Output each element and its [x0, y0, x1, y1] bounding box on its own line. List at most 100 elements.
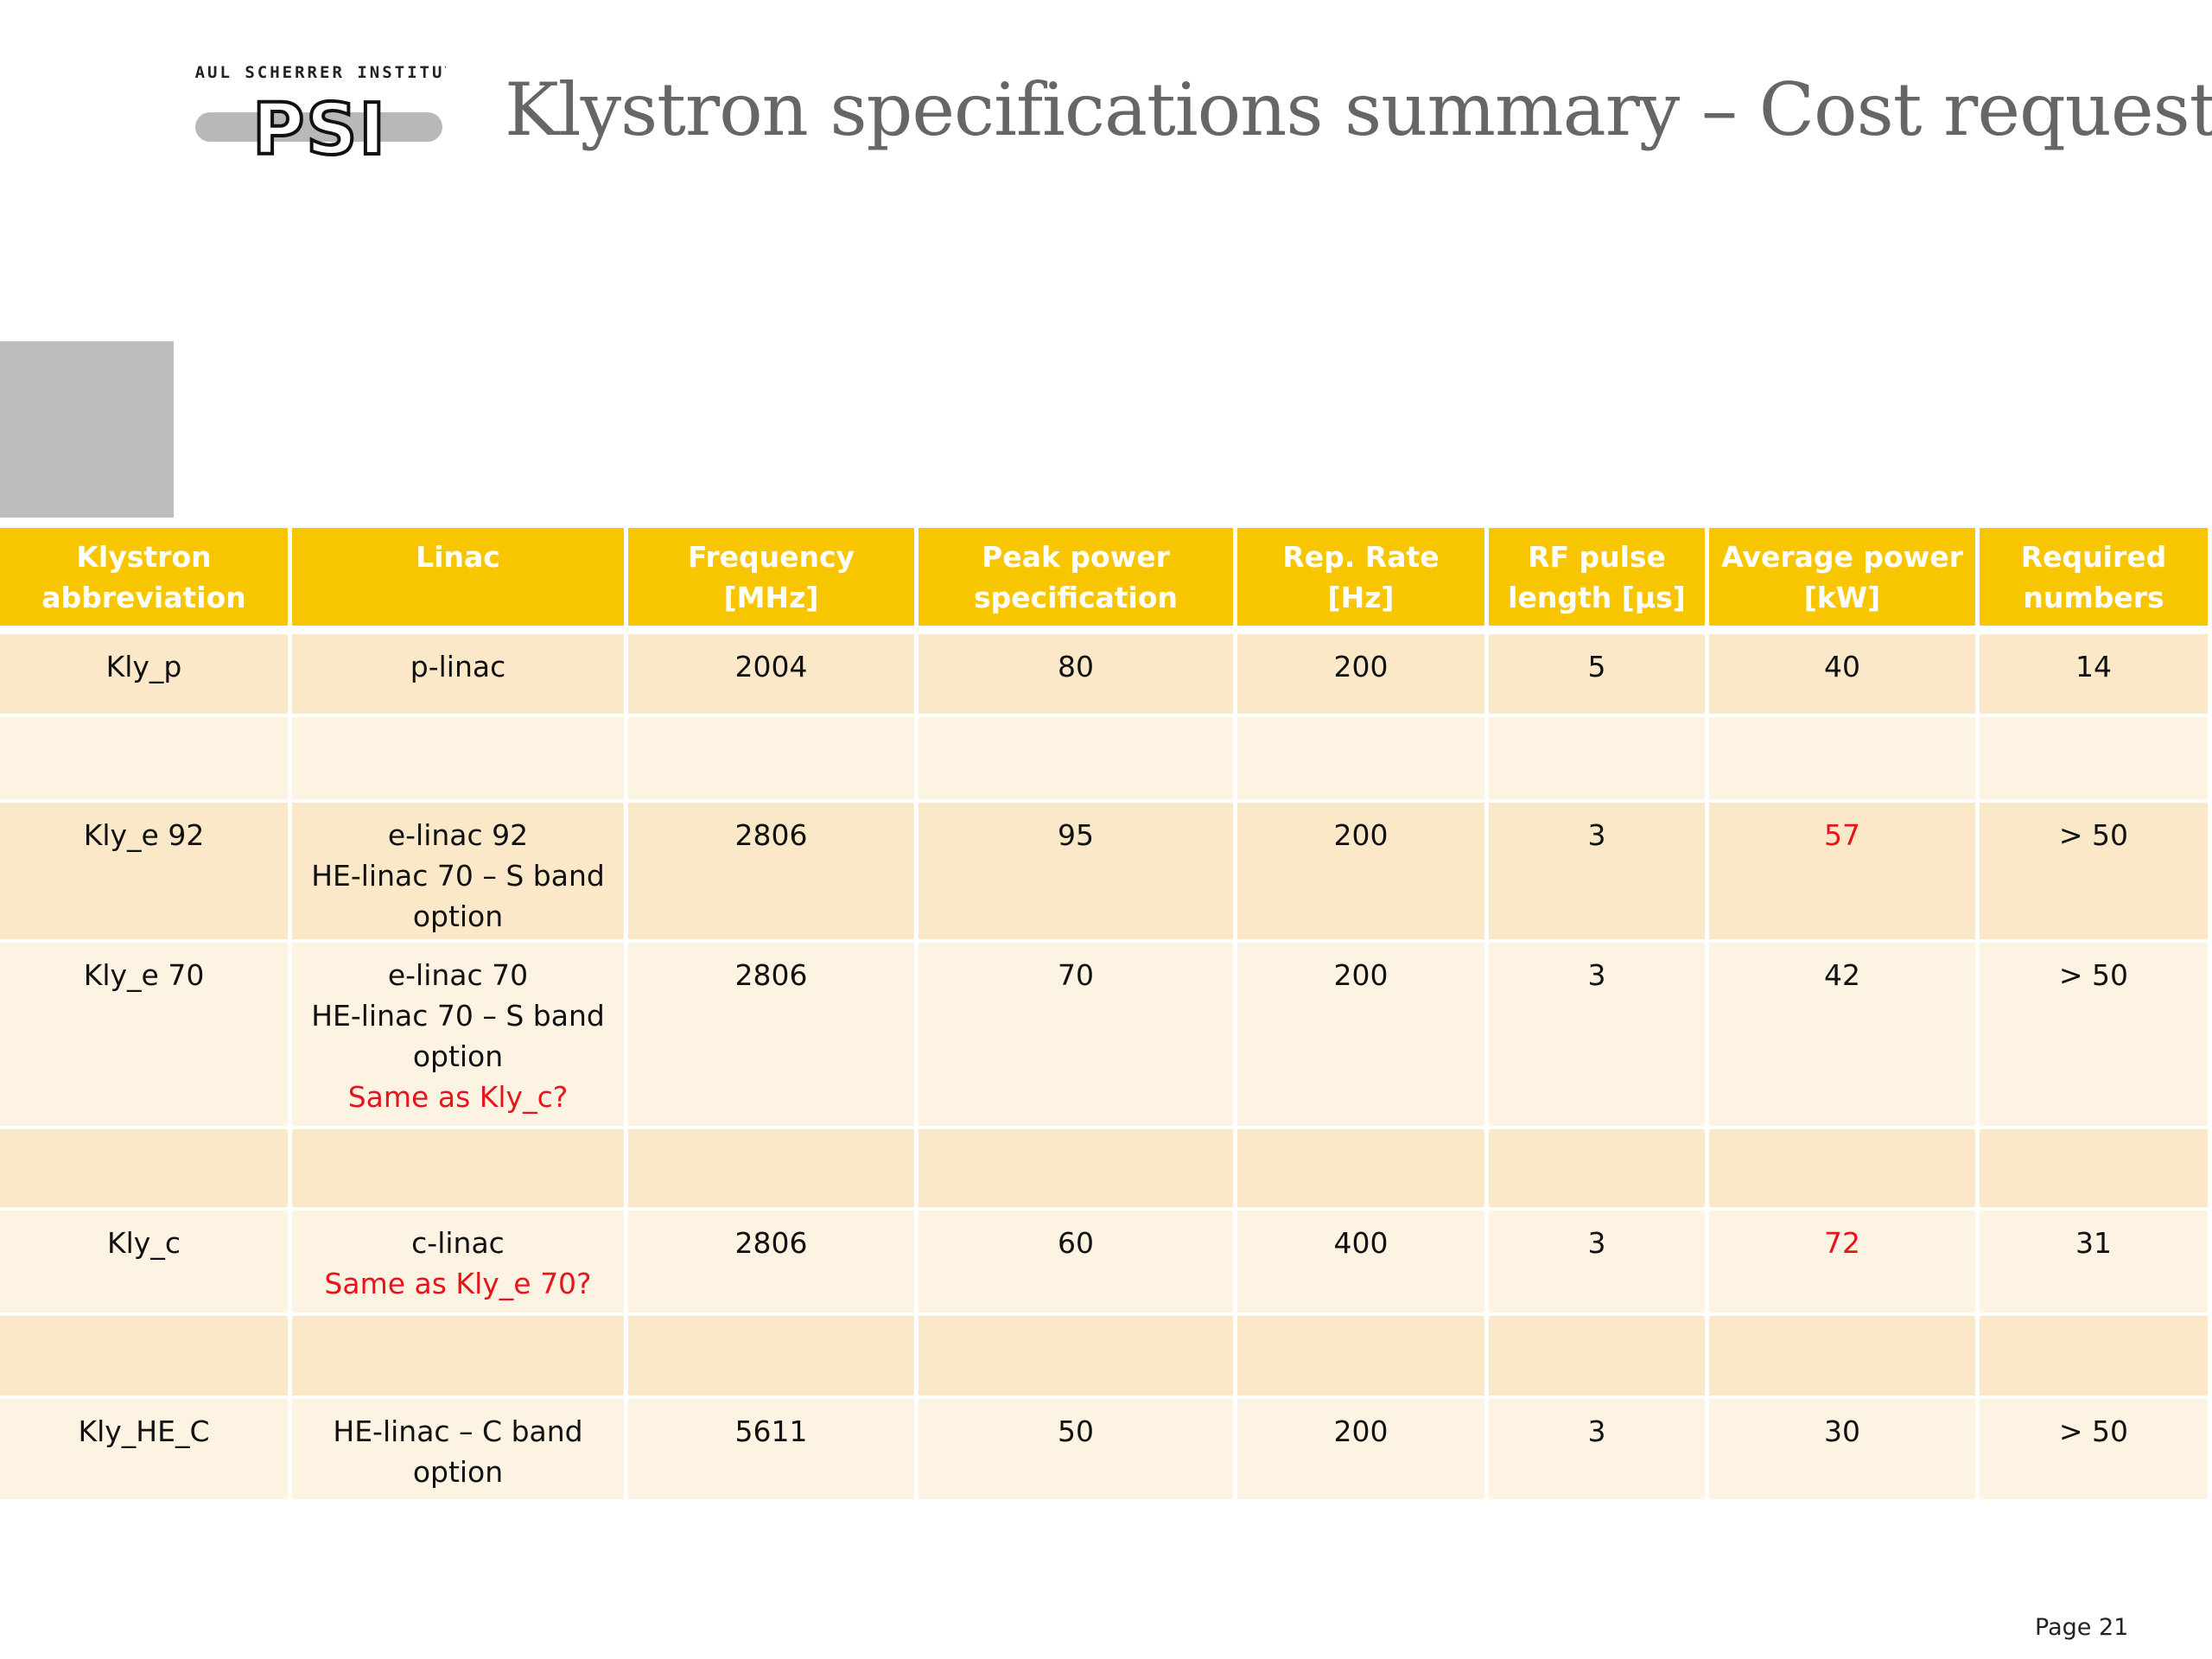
blank-cell: [628, 1316, 914, 1395]
blank-cell: [1980, 717, 2208, 799]
blank-cell: [1237, 717, 1484, 799]
cell-text: HE-linac 70 – S band option: [311, 859, 605, 933]
table-cell: 50: [918, 1399, 1233, 1499]
cell-text: 40: [1824, 650, 1860, 683]
cell-text: 60: [1058, 1226, 1094, 1260]
table-cell: > 50: [1980, 943, 2208, 1126]
blank-cell: [1980, 1316, 2208, 1395]
table-cell: Kly_e 92: [0, 803, 288, 939]
table-cell: 2806: [628, 1211, 914, 1313]
cell-text: Kly_p: [105, 650, 182, 683]
table-cell: > 50: [1980, 803, 2208, 939]
table-cell: e-linac 70 HE-linac 70 – S band option Sam…: [292, 943, 624, 1126]
cell-text: 42: [1824, 958, 1860, 992]
blank-cell: [0, 717, 288, 799]
cell-text: HE-linac 70 – S band option: [311, 999, 605, 1073]
header-cell: Linac: [292, 528, 624, 626]
header-cell: Required numbers: [1980, 528, 2208, 626]
table-cell: 200: [1237, 803, 1484, 939]
blank-cell: [1709, 717, 1975, 799]
table-cell: 31: [1980, 1211, 2208, 1313]
blank-cell: [1980, 1129, 2208, 1207]
table-cell: > 50: [1980, 1399, 2208, 1499]
table-cell: 200: [1237, 1399, 1484, 1499]
cell-text: 3: [1587, 958, 1606, 992]
table-cell: 3: [1489, 803, 1705, 939]
blank-cell: [918, 1316, 1233, 1395]
cell-text: 57: [1824, 818, 1860, 852]
cell-text: 2806: [734, 1226, 808, 1260]
table-cell: HE-linac – C band option: [292, 1399, 624, 1499]
blank-cell: [1489, 1129, 1705, 1207]
cell-text: 30: [1824, 1414, 1860, 1448]
table-cell: 3: [1489, 943, 1705, 1126]
cell-text: Kly_e 92: [83, 818, 205, 852]
blank-cell: [1237, 1129, 1484, 1207]
table-cell: e-linac 92 HE-linac 70 – S band option: [292, 803, 624, 939]
logo-institute: PAUL SCHERRER INSTITUT: [195, 63, 446, 82]
cell-text: 200: [1333, 958, 1389, 992]
cell-text: 72: [1824, 1226, 1860, 1260]
table-cell: 2004: [628, 634, 914, 714]
blank-cell: [292, 717, 624, 799]
cell-text: 2806: [734, 818, 808, 852]
logo-mark: PSI: [252, 89, 387, 160]
table-cell: 60: [918, 1211, 1233, 1313]
table-cell: 3: [1489, 1211, 1705, 1313]
cell-text: > 50: [2058, 958, 2129, 992]
table-cell: Kly_p: [0, 634, 288, 714]
table-cell: 200: [1237, 634, 1484, 714]
blank-cell: [918, 717, 1233, 799]
title: Klystron specifications summary – Cost r…: [505, 67, 2212, 152]
table-cell: p-linac: [292, 634, 624, 714]
blank-cell: [0, 1129, 288, 1207]
header-cell: Average power [kW]: [1709, 528, 1975, 626]
cell-text: 50: [1058, 1414, 1094, 1448]
blank-cell: [1489, 1316, 1705, 1395]
table-cell: 2806: [628, 803, 914, 939]
cell-text: e-linac 92: [387, 818, 529, 852]
blank-cell: [1709, 1316, 1975, 1395]
table-cell: 2806: [628, 943, 914, 1126]
blank-cell: [918, 1129, 1233, 1207]
logo: PAUL SCHERRER INSTITUT PSI: [195, 63, 446, 160]
cell-text: c-linac: [411, 1226, 505, 1260]
header-cell: Klystron abbreviation: [0, 528, 288, 626]
table-cell: 72: [1709, 1211, 1975, 1313]
blank-cell: [292, 1316, 624, 1395]
cell-text: 2004: [734, 650, 808, 683]
cell-text: 95: [1058, 818, 1094, 852]
table-cell: 40: [1709, 634, 1975, 714]
table-cell: 57: [1709, 803, 1975, 939]
cell-text: 80: [1058, 650, 1094, 683]
blank-cell: [0, 1316, 288, 1395]
cell-text: 3: [1587, 818, 1606, 852]
table-cell: 30: [1709, 1399, 1975, 1499]
cell-text: 400: [1333, 1226, 1389, 1260]
cell-text: Kly_e 70: [83, 958, 205, 992]
table-cell: 5: [1489, 634, 1705, 714]
blank-cell: [628, 1129, 914, 1207]
cell-text: HE-linac – C band option: [333, 1414, 583, 1489]
header-cell: Peak power specification [MW]: [918, 528, 1233, 655]
table-cell: Kly_HE_C: [0, 1399, 288, 1499]
cell-text: p-linac: [410, 650, 506, 683]
gray-box: [0, 341, 174, 518]
blank-cell: [1489, 717, 1705, 799]
blank-cell: [628, 717, 914, 799]
cell-text: 3: [1587, 1226, 1606, 1260]
cell-text: 2806: [734, 958, 808, 992]
logo-bar: [195, 112, 442, 142]
blank-cell: [1709, 1129, 1975, 1207]
cell-text: 200: [1333, 1414, 1389, 1448]
table-cell: 14: [1980, 634, 2208, 714]
cell-text: 70: [1058, 958, 1094, 992]
cell-text: 200: [1333, 650, 1389, 683]
table-cell: 5611: [628, 1399, 914, 1499]
table-cell: 200: [1237, 943, 1484, 1126]
cell-text: e-linac 70: [387, 958, 529, 992]
cell-text: Same as Kly_e 70?: [324, 1267, 592, 1300]
header-cell: RF pulse length [µs]: [1489, 528, 1705, 626]
blank-cell: [292, 1129, 624, 1207]
